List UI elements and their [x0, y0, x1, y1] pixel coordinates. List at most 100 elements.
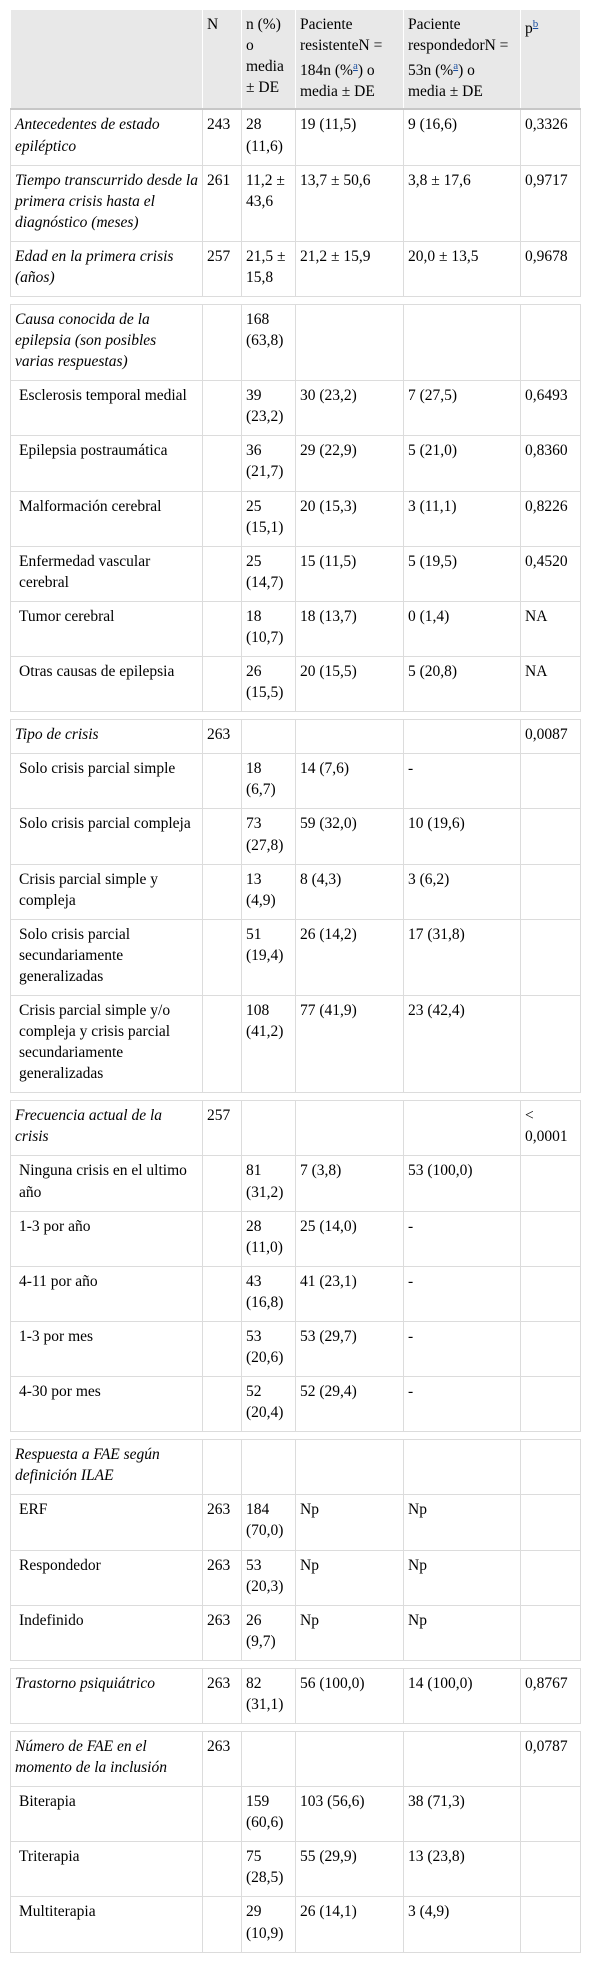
cell-responder: 5 (21,0) [403, 435, 521, 492]
row-label: 4-30 por mes [10, 1376, 203, 1433]
row-label: Enfermedad vascular cerebral [10, 546, 203, 602]
cell-p [520, 1211, 581, 1267]
table-row: 4-30 por mes 52 (20,4) 52 (29,4) - [10, 1376, 581, 1433]
table-row: 4-11 por año 43 (16,8) 41 (23,1) - [10, 1266, 581, 1322]
row-label: Solo crisis parcial secundariamente gene… [10, 919, 203, 996]
cell-resistant [295, 1100, 404, 1157]
section-spacer [10, 1431, 581, 1441]
cell-total: 28 (11,0) [241, 1211, 296, 1267]
row-label: Crisis parcial simple y/o compleja y cri… [10, 995, 203, 1094]
cell-n [202, 656, 242, 713]
cell-responder: Np [403, 1605, 521, 1661]
table-row: Esclerosis temporal medial 39 (23,2) 30 … [10, 380, 581, 437]
cell-n [202, 601, 242, 658]
cell-resistant: 15 (11,5) [295, 546, 404, 602]
cell-resistant: 56 (100,0) [295, 1668, 404, 1725]
table-row: Enfermedad vascular cerebral 25 (14,7) 1… [10, 546, 581, 602]
cell-p [520, 753, 581, 810]
cell-p: 0,0087 [520, 719, 581, 755]
cell-responder: 3 (11,1) [403, 491, 521, 547]
cell-n: 263 [202, 1731, 242, 1788]
table-row: Crisis parcial simple y/o compleja y cri… [10, 995, 581, 1094]
cell-total [241, 719, 296, 755]
row-label: Ninguna crisis en el ultimo año [10, 1155, 203, 1212]
cell-total: 75 (28,5) [241, 1841, 296, 1898]
cell-resistant: 25 (14,0) [295, 1211, 404, 1267]
cell-responder: 23 (42,4) [403, 995, 521, 1094]
cell-n [202, 864, 242, 920]
cell-n: 263 [202, 1550, 242, 1606]
cell-n: 257 [202, 241, 242, 298]
header-total: n (%) o media ± DE [241, 10, 296, 111]
table-row: 1-3 por año 28 (11,0) 25 (14,0) - [10, 1211, 581, 1267]
table-row: Otras causas de epilepsia 26 (15,5) 20 (… [10, 656, 581, 713]
cell-responder: Np [403, 1494, 521, 1551]
cell-responder: 5 (20,8) [403, 656, 521, 713]
cell-responder: - [403, 753, 521, 810]
cell-n [202, 1211, 242, 1267]
cell-responder: 13 (23,8) [403, 1841, 521, 1898]
table-row: Edad en la primera crisis (años) 257 21,… [10, 241, 581, 298]
header-responder-text: Paciente respondedorN = 53n (% [408, 16, 509, 80]
row-label: Triterapia [10, 1841, 203, 1898]
cell-p [520, 864, 581, 920]
cell-resistant: Np [295, 1550, 404, 1606]
cell-p: 0,8360 [520, 435, 581, 492]
table-row: Tipo de crisis 263 0,0087 [10, 719, 581, 755]
footnote-a-link[interactable]: a [453, 60, 459, 73]
table-row: Solo crisis parcial secundariamente gene… [10, 919, 581, 996]
table-row: Frecuencia actual de la crisis 257 < 0,0… [10, 1100, 581, 1157]
table-row: Número de FAE en el momento de la inclus… [10, 1731, 581, 1788]
row-label: Multiterapia [10, 1896, 203, 1953]
table-row: Crisis parcial simple y compleja 13 (4,9… [10, 864, 581, 920]
cell-p: 0,8226 [520, 491, 581, 547]
header-p: pb [520, 10, 581, 111]
section-spacer [10, 711, 581, 721]
cell-total: 26 (15,5) [241, 656, 296, 713]
cell-responder: 14 (100,0) [403, 1668, 521, 1725]
table-row: Biterapia 159 (60,6) 103 (56,6) 38 (71,3… [10, 1786, 581, 1843]
header-n: N [202, 10, 242, 111]
cell-resistant: 20 (15,5) [295, 656, 404, 713]
cell-total: 53 (20,6) [241, 1321, 296, 1378]
row-label: Malformación cerebral [10, 491, 203, 547]
cell-total [241, 1731, 296, 1788]
cell-responder: 20,0 ± 13,5 [403, 241, 521, 298]
cell-responder: 53 (100,0) [403, 1155, 521, 1212]
cell-responder: - [403, 1376, 521, 1433]
table-row: Ninguna crisis en el ultimo año 81 (31,2… [10, 1155, 581, 1212]
cell-resistant [295, 1731, 404, 1788]
cell-responder [403, 304, 521, 382]
clinical-characteristics-table: N n (%) o media ± DE Paciente resistente… [10, 10, 581, 1953]
cell-resistant: 52 (29,4) [295, 1376, 404, 1433]
cell-resistant: 7 (3,8) [295, 1155, 404, 1212]
cell-p [520, 1550, 581, 1606]
cell-resistant: 41 (23,1) [295, 1266, 404, 1322]
cell-n: 263 [202, 1668, 242, 1725]
table-row: Causa conocida de la epilepsia (son posi… [10, 304, 581, 382]
cell-n [202, 1439, 242, 1496]
row-label: 1-3 por año [10, 1211, 203, 1267]
cell-n [202, 380, 242, 437]
cell-responder: - [403, 1321, 521, 1378]
cell-resistant: 13,7 ± 50,6 [295, 165, 404, 242]
cell-resistant: 14 (7,6) [295, 753, 404, 810]
cell-responder: 0 (1,4) [403, 601, 521, 658]
header-responder-text-end: ) o media ± DE [408, 62, 483, 101]
footnote-b-link[interactable]: b [532, 18, 539, 30]
cell-n [202, 1786, 242, 1843]
cell-resistant: 20 (15,3) [295, 491, 404, 547]
table-row: Indefinido 263 26 (9,7) Np Np [10, 1605, 581, 1661]
section-spacer [10, 1660, 581, 1669]
cell-total: 184 (70,0) [241, 1494, 296, 1551]
footnote-a-link[interactable]: a [352, 60, 358, 73]
header-resistant-text: Paciente resistenteN = 184n (% [300, 16, 383, 80]
row-label: Causa conocida de la epilepsia (son posi… [10, 304, 203, 382]
header-label-cell [10, 10, 203, 111]
cell-n [202, 304, 242, 382]
cell-p [520, 1786, 581, 1843]
cell-n [202, 546, 242, 602]
cell-total: 53 (20,3) [241, 1550, 296, 1606]
row-label: ERF [10, 1494, 203, 1551]
